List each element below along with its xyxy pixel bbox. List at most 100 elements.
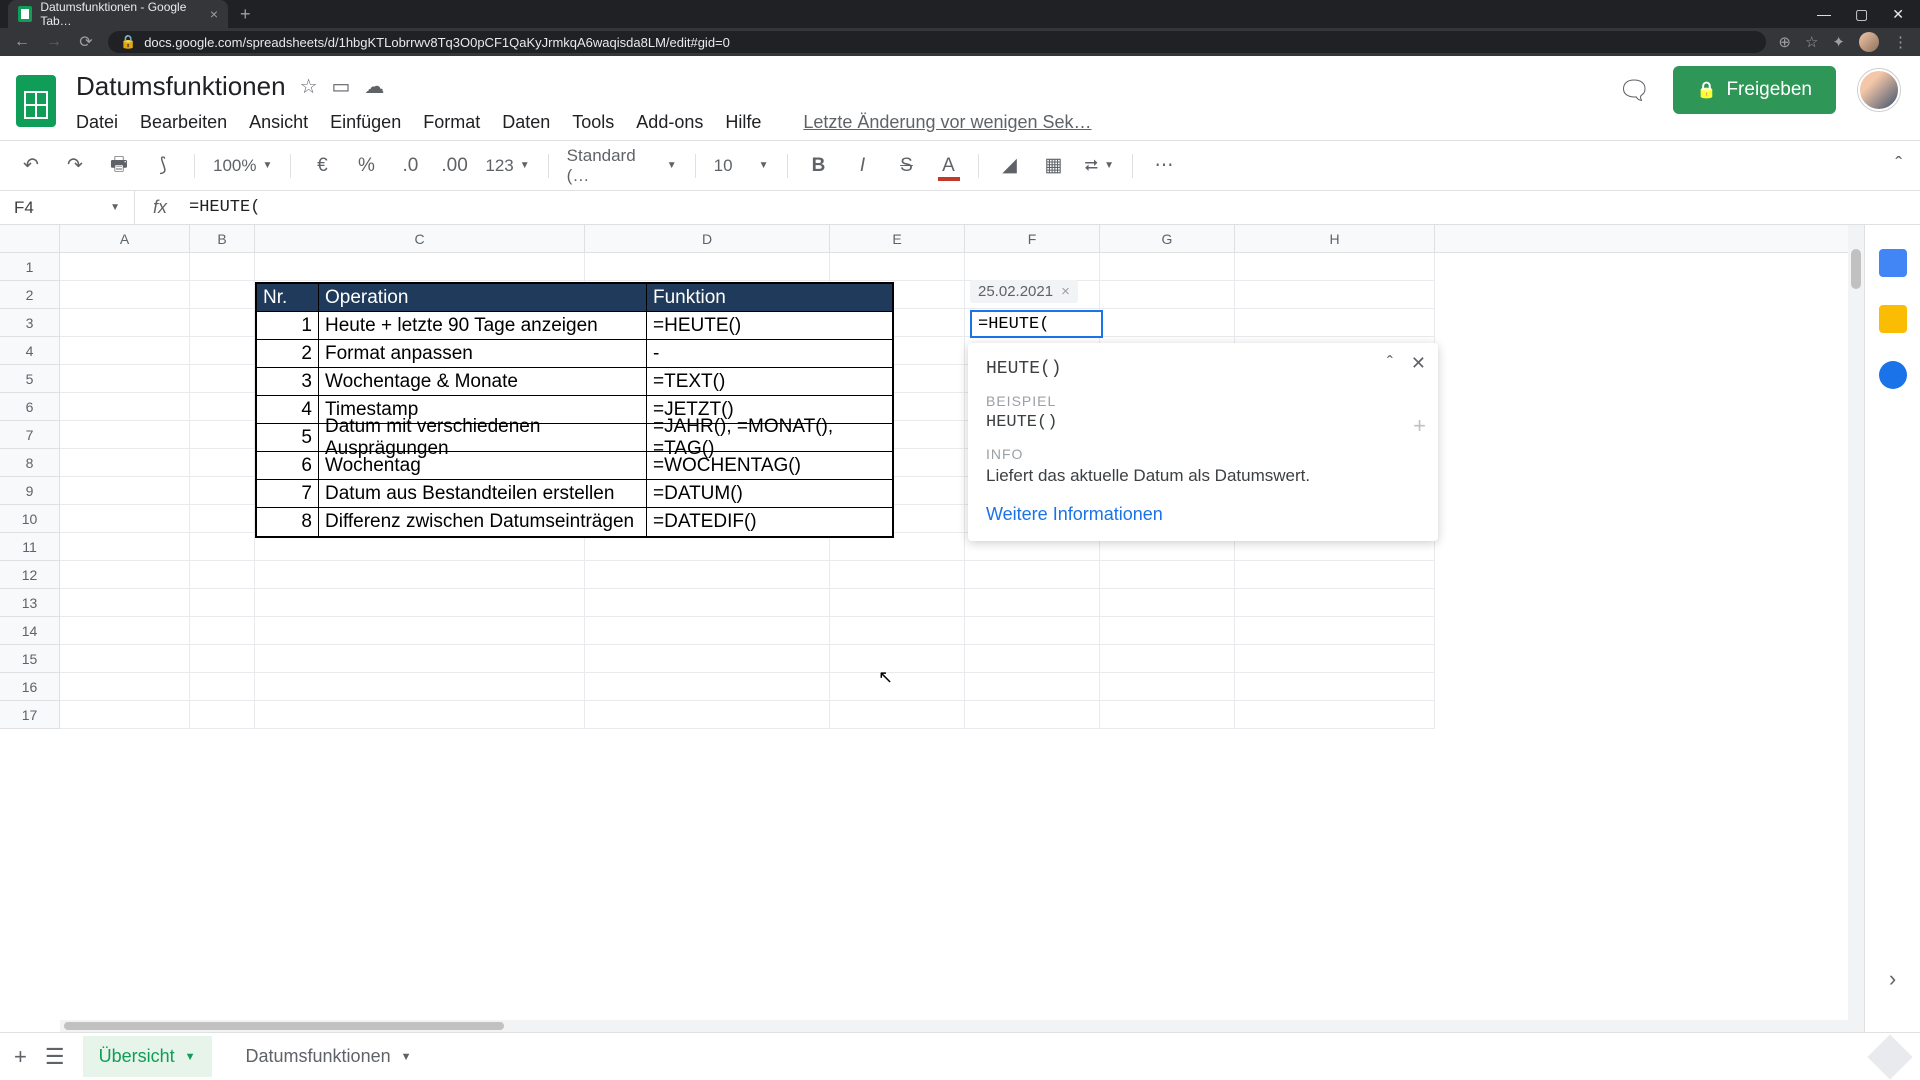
row-header[interactable]: 1 (0, 253, 60, 281)
zoom-select[interactable]: 100%▼ (213, 156, 272, 176)
grid-cell[interactable] (190, 253, 255, 281)
col-header[interactable]: H (1235, 225, 1435, 252)
table-cell-nr[interactable]: 7 (257, 480, 319, 508)
grid-cell[interactable] (585, 589, 830, 617)
grid-cell[interactable] (190, 645, 255, 673)
zoom-icon[interactable]: ⊕ (1778, 33, 1791, 51)
preview-close-icon[interactable]: × (1061, 283, 1070, 300)
row-header[interactable]: 2 (0, 281, 60, 309)
row-header[interactable]: 13 (0, 589, 60, 617)
grid-cell[interactable] (190, 309, 255, 337)
grid-cell[interactable] (190, 421, 255, 449)
sheets-logo-icon[interactable] (10, 66, 62, 136)
sheet-tab-menu-icon[interactable]: ▼ (401, 1051, 412, 1063)
menu-addons[interactable]: Add-ons (636, 112, 703, 133)
menu-daten[interactable]: Daten (502, 112, 550, 133)
font-size-select[interactable]: 10▼ (714, 156, 769, 176)
sheet-tab-datumsfunktionen[interactable]: Datumsfunktionen ▼ (230, 1036, 428, 1077)
menu-hilfe[interactable]: Hilfe (725, 112, 761, 133)
grid-cell[interactable] (255, 645, 585, 673)
menu-ansicht[interactable]: Ansicht (249, 112, 308, 133)
grid-cell[interactable] (60, 505, 190, 533)
table-cell-funktion[interactable]: =JAHR(), =MONAT(), =TAG() (647, 424, 892, 452)
grid-cell[interactable] (965, 253, 1100, 281)
grid-cell[interactable] (60, 561, 190, 589)
grid-cell[interactable] (60, 449, 190, 477)
table-cell-operation[interactable]: Datum mit verschiedenen Ausprägungen (319, 424, 647, 452)
grid-cell[interactable] (60, 365, 190, 393)
cloud-status-icon[interactable]: ☁ (364, 74, 384, 99)
row-header[interactable]: 8 (0, 449, 60, 477)
grid-cell[interactable] (1100, 617, 1235, 645)
grid-cell[interactable] (60, 253, 190, 281)
grid-cell[interactable] (255, 561, 585, 589)
vertical-scrollbar[interactable] (1848, 225, 1864, 1032)
table-cell-operation[interactable]: Datum aus Bestandteilen erstellen (319, 480, 647, 508)
row-header[interactable]: 3 (0, 309, 60, 337)
grid-cell[interactable] (1235, 673, 1435, 701)
grid-cell[interactable] (1100, 645, 1235, 673)
row-header[interactable]: 15 (0, 645, 60, 673)
table-cell-operation[interactable]: Differenz zwischen Datumseinträgen (319, 508, 647, 536)
grid-cell[interactable] (1100, 701, 1235, 729)
grid-cell[interactable] (190, 673, 255, 701)
table-cell-operation[interactable]: Heute + letzte 90 Tage anzeigen (319, 312, 647, 340)
grid-cell[interactable] (585, 701, 830, 729)
grid-cell[interactable] (830, 253, 965, 281)
keep-sidepanel-icon[interactable] (1879, 305, 1907, 333)
merge-icon[interactable]: ⮂ ▼ (1085, 156, 1115, 176)
grid-cell[interactable] (60, 701, 190, 729)
grid-cell[interactable] (1235, 701, 1435, 729)
last-edit-link[interactable]: Letzte Änderung vor wenigen Sek… (803, 112, 1091, 133)
row-header[interactable]: 17 (0, 701, 60, 729)
grid-cell[interactable] (190, 393, 255, 421)
col-header[interactable]: B (190, 225, 255, 252)
row-header[interactable]: 16 (0, 673, 60, 701)
grid-cell[interactable] (60, 281, 190, 309)
table-cell-operation[interactable]: Format anpassen (319, 340, 647, 368)
sheet-tab-menu-icon[interactable]: ▼ (185, 1051, 196, 1063)
italic-icon[interactable]: I (850, 155, 876, 177)
grid-cell[interactable] (1100, 253, 1235, 281)
cell-input[interactable] (978, 315, 1095, 334)
grid-cell[interactable] (1235, 561, 1435, 589)
grid-cell[interactable] (190, 477, 255, 505)
print-icon[interactable]: 🖶 (106, 150, 132, 182)
borders-icon[interactable]: ▦ (1041, 154, 1067, 177)
grid-cell[interactable] (190, 533, 255, 561)
col-header[interactable]: A (60, 225, 190, 252)
redo-icon[interactable]: ↷ (62, 154, 88, 177)
col-header[interactable]: F (965, 225, 1100, 252)
grid-cell[interactable] (1100, 561, 1235, 589)
all-sheets-icon[interactable]: ☰ (45, 1044, 65, 1070)
strike-icon[interactable]: S (894, 155, 920, 177)
more-info-link[interactable]: Weitere Informationen (986, 504, 1420, 525)
grid-cell[interactable] (190, 617, 255, 645)
font-select[interactable]: Standard (…▼ (567, 146, 677, 186)
grid-cell[interactable] (255, 701, 585, 729)
grid-cell[interactable] (1100, 309, 1235, 337)
row-header[interactable]: 7 (0, 421, 60, 449)
popup-close-icon[interactable]: ✕ (1411, 353, 1426, 374)
close-window-icon[interactable]: ✕ (1892, 6, 1904, 23)
decrease-decimal-icon[interactable]: .0 (397, 155, 423, 177)
comments-icon[interactable]: 🗨 (1619, 74, 1651, 106)
increase-decimal-icon[interactable]: .00 (441, 155, 467, 177)
grid-cell[interactable] (1235, 281, 1435, 309)
table-cell-nr[interactable]: 1 (257, 312, 319, 340)
grid-cell[interactable] (1235, 617, 1435, 645)
grid-cell[interactable] (1100, 281, 1235, 309)
bookmark-icon[interactable]: ☆ (1805, 33, 1818, 51)
grid-cell[interactable] (830, 561, 965, 589)
new-tab-button[interactable]: + (228, 4, 263, 25)
grid-cell[interactable] (190, 365, 255, 393)
table-cell-funktion[interactable]: =TEXT() (647, 368, 892, 396)
maximize-icon[interactable]: ▢ (1855, 6, 1868, 23)
formula-input[interactable]: =HEUTE( (185, 198, 1920, 217)
row-header[interactable]: 14 (0, 617, 60, 645)
explore-icon[interactable] (1867, 1034, 1912, 1079)
grid-cell[interactable] (60, 617, 190, 645)
grid-cell[interactable] (255, 253, 585, 281)
grid-cell[interactable] (60, 533, 190, 561)
grid-cell[interactable] (965, 645, 1100, 673)
